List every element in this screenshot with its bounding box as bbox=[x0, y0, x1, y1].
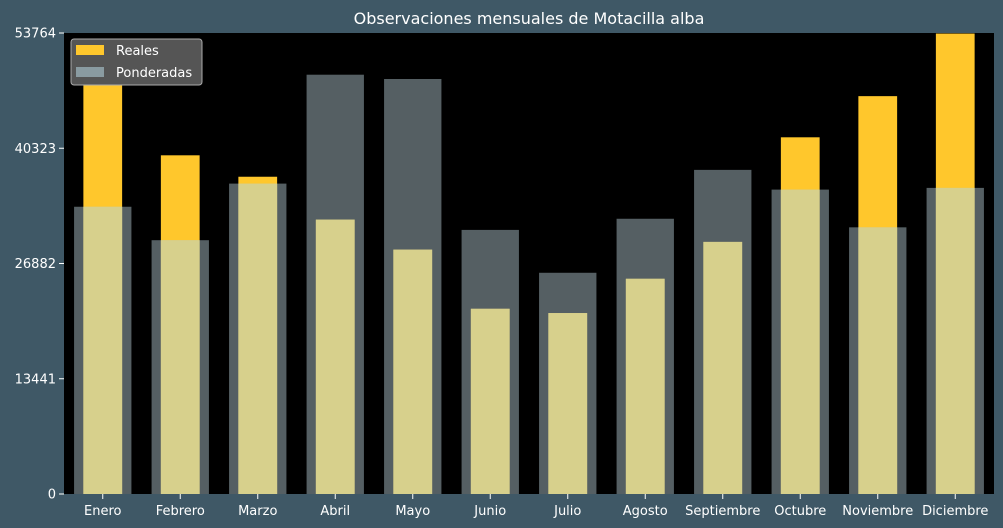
bar-overlap-4 bbox=[393, 249, 433, 494]
x-tick-label-7: Agosto bbox=[623, 504, 668, 519]
x-tick-label-0: Enero bbox=[84, 504, 122, 519]
bar-overlap-5 bbox=[470, 308, 510, 494]
chart-title: Observaciones mensuales de Motacilla alb… bbox=[354, 9, 705, 28]
legend-swatch-reales bbox=[76, 45, 104, 55]
bar-overlap-2 bbox=[238, 183, 278, 494]
x-tick-label-3: Abril bbox=[320, 504, 350, 519]
bar-overlap-8 bbox=[703, 241, 743, 494]
x-tick-label-11: Diciembre bbox=[922, 504, 988, 519]
legend: Reales Ponderadas bbox=[70, 38, 203, 86]
bar-overlap-10 bbox=[858, 227, 898, 495]
bars-layer bbox=[74, 33, 984, 495]
bar-overlap-1 bbox=[160, 240, 200, 494]
bar-overlap-0 bbox=[83, 206, 123, 494]
x-tick-label-6: Julio bbox=[553, 504, 581, 519]
x-tick-label-8: Septiembre bbox=[685, 504, 760, 519]
axes-layer: 0 13441 26882 40323 53764 Enero Febrero Marzo Ab… bbox=[15, 27, 989, 520]
y-tick-label-2: 26882 bbox=[15, 257, 56, 272]
plot-area bbox=[64, 33, 994, 494]
bar-overlap-7 bbox=[625, 278, 665, 494]
bar-overlap-3 bbox=[315, 219, 355, 494]
bar-overlap-6 bbox=[548, 313, 588, 494]
x-tick-label-10: Noviembre bbox=[842, 504, 913, 519]
x-tick-label-2: Marzo bbox=[238, 504, 277, 519]
y-tick-label-1: 13441 bbox=[15, 372, 56, 387]
y-tick-label-3: 40323 bbox=[15, 142, 56, 157]
x-tick-label-9: Octubre bbox=[774, 504, 826, 519]
x-tick-label-1: Febrero bbox=[156, 504, 205, 519]
y-tick-label-4: 53764 bbox=[15, 27, 56, 42]
y-tick-label-0: 0 bbox=[48, 488, 56, 503]
legend-swatch-ponderadas bbox=[76, 67, 104, 77]
legend-label-reales: Reales bbox=[116, 44, 159, 59]
bar-overlap-11 bbox=[935, 187, 975, 495]
bar-overlap-9 bbox=[780, 189, 820, 494]
legend-label-ponderadas: Ponderadas bbox=[116, 66, 192, 81]
x-tick-label-4: Mayo bbox=[395, 504, 430, 519]
x-tick-label-5: Junio bbox=[473, 504, 506, 519]
